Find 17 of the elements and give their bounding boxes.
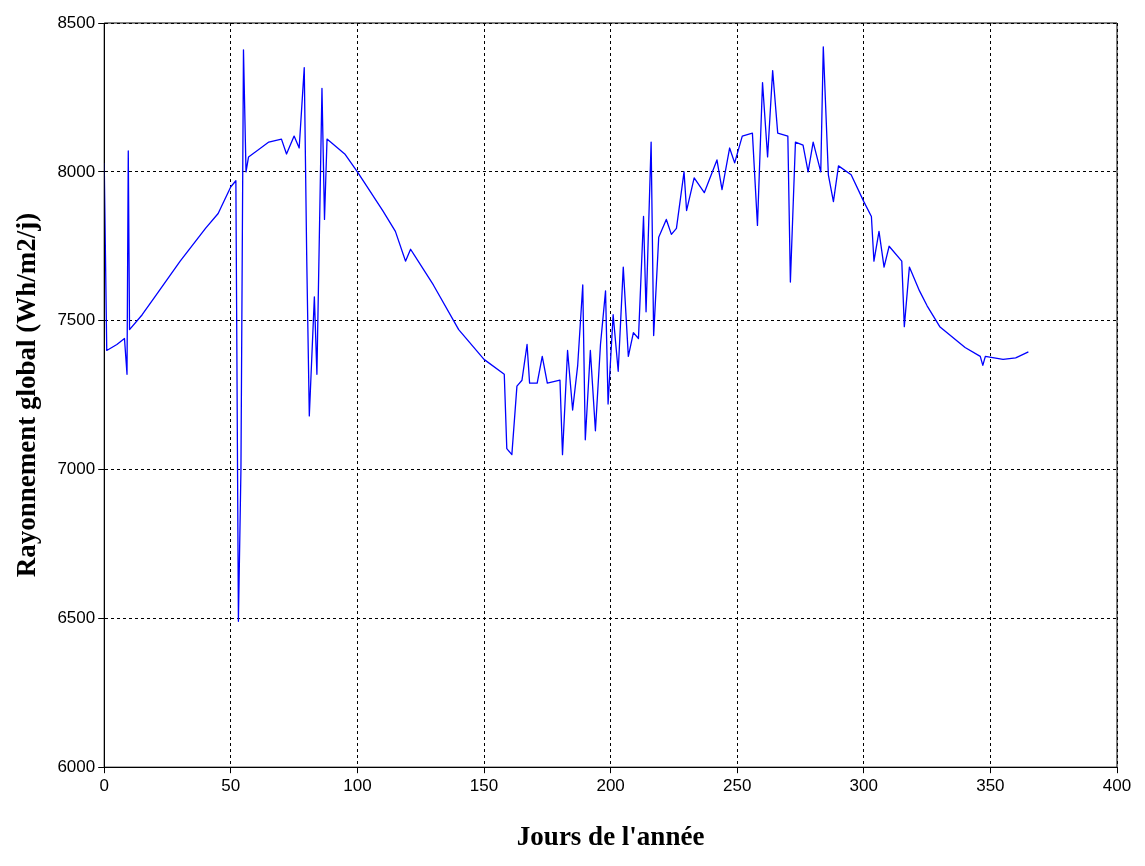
y-tick-label: 6500	[57, 608, 96, 628]
x-tick-label: 250	[723, 776, 752, 796]
x-tick-label: 400	[1102, 776, 1132, 796]
x-tick-label: 0	[99, 776, 109, 796]
x-tick-label: 50	[221, 776, 241, 796]
y-tick-label: 8000	[57, 161, 96, 181]
y-tick-label: 6000	[57, 756, 96, 776]
y-tick-label: 7000	[57, 459, 96, 479]
x-axis-title: Jours de l'année	[516, 820, 705, 851]
y-axis-title: Rayonnement global (Wh/m2/j)	[11, 212, 42, 578]
x-tick-label: 200	[596, 776, 625, 796]
x-tick-label: 150	[469, 776, 499, 796]
y-tick-label: 8500	[57, 12, 96, 32]
y-tick-label: 7500	[57, 310, 96, 330]
x-tick-label: 350	[976, 776, 1005, 796]
x-tick-label: 300	[849, 776, 878, 796]
x-tick-label: 100	[343, 776, 372, 796]
